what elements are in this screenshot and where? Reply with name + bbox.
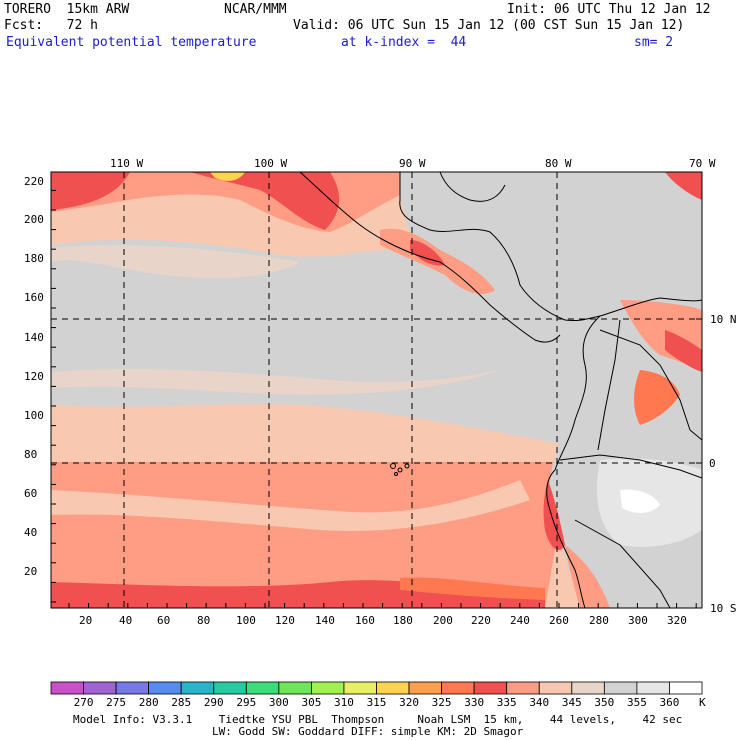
colorbar-label: 355 [626, 696, 647, 709]
colorbar-label: 360 [659, 696, 680, 709]
x-tick-label: 80 [197, 614, 211, 627]
level-label: at k-index = 44 [341, 35, 467, 50]
colorbar-label: 315 [366, 696, 387, 709]
valid-time: Valid: 06 UTC Sun 15 Jan 12 (00 CST Sun … [293, 18, 685, 33]
colorbar-label: 270 [73, 696, 94, 709]
lat-label-10n: 10 N [710, 313, 737, 326]
x-tick-label: 40 [119, 614, 133, 627]
colorbar-label: 305 [301, 696, 322, 709]
field-name: Equivalent potential temperature [6, 35, 257, 50]
colorbar-label: 345 [561, 696, 582, 709]
y-tick-label: 220 [24, 175, 44, 188]
lon-label-110w: 110 W [110, 157, 144, 170]
y-tick-label: 140 [24, 331, 44, 344]
colorbar-swatch [245, 681, 280, 695]
colorbar-label: 295 [236, 696, 257, 709]
colorbar-swatch [571, 681, 605, 695]
colorbar-swatch [603, 681, 638, 695]
x-tick-label: 160 [355, 614, 375, 627]
y-tick-label: 120 [24, 370, 44, 383]
colorbar-swatch [180, 681, 215, 695]
model-name: TORERO 15km ARW [4, 2, 130, 17]
x-tick-label: 200 [433, 614, 453, 627]
colorbar-swatch [343, 681, 377, 695]
colorbar-label: 350 [594, 696, 615, 709]
colorbar-swatch [310, 681, 345, 695]
y-tick-label: 180 [24, 252, 44, 265]
colorbar [50, 681, 703, 695]
lon-label-70w: 70 W [689, 157, 716, 170]
smoothing-label: sm= 2 [634, 35, 674, 50]
colorbar-swatch [441, 681, 475, 695]
colorbar-label: 320 [399, 696, 419, 709]
colorbar-swatch [473, 681, 508, 695]
colorbar-unit: K [699, 696, 706, 709]
colorbar-swatch [376, 681, 410, 695]
lon-label-100w: 100 W [254, 157, 288, 170]
x-tick-label: 260 [549, 614, 569, 627]
model-info: Model Info: V3.3.1 Tiedtke YSU PBL Thomp… [73, 713, 683, 726]
colorbar-label: 340 [529, 696, 550, 709]
y-tick-label: 40 [24, 526, 38, 539]
colorbar-swatch [669, 681, 703, 695]
x-tick-label: 140 [315, 614, 335, 627]
y-tick-label: 80 [24, 448, 38, 461]
colorbar-label: 275 [106, 696, 127, 709]
init-time: Init: 06 UTC Thu 12 Jan 12 [507, 2, 711, 17]
x-tick-label: 20 [79, 614, 93, 627]
colorbar-swatch [50, 681, 84, 695]
colorbar-swatch [278, 681, 312, 695]
x-tick-label: 240 [510, 614, 530, 627]
colorbar-swatch [148, 681, 182, 695]
y-tick-label: 20 [24, 565, 38, 578]
x-tick-label: 60 [157, 614, 171, 627]
y-tick-label: 100 [24, 409, 44, 422]
lon-label-90w: 90 W [399, 157, 426, 170]
colorbar-swatch [538, 681, 573, 695]
colorbar-swatch [83, 681, 117, 695]
x-tick-label: 120 [275, 614, 295, 627]
colorbar-label: 310 [334, 696, 354, 709]
x-tick-label: 280 [589, 614, 609, 627]
colorbar-label: 330 [464, 696, 485, 709]
colorbar-label: 290 [203, 696, 224, 709]
physics-info: LW: Godd SW: Goddard DIFF: simple KM: 2D… [212, 725, 524, 738]
colorbar-label: 285 [171, 696, 192, 709]
x-tick-label: 100 [236, 614, 256, 627]
forecast-hour: Fcst: 72 h [4, 18, 98, 33]
x-tick-label: 320 [667, 614, 687, 627]
lat-label-0: 0 [709, 457, 716, 470]
lat-label-10s: 10 S [710, 602, 737, 615]
x-tick-label: 300 [628, 614, 648, 627]
color-field [51, 172, 702, 608]
y-tick-label: 200 [24, 213, 44, 226]
coastlines [299, 172, 702, 608]
colorbar-swatch [115, 681, 150, 695]
lat-lon-grid [51, 172, 702, 608]
lon-label-80w: 80 W [545, 157, 572, 170]
y-tick-label: 60 [24, 487, 38, 500]
salmon-band [51, 462, 560, 608]
colorbar-label: 335 [496, 696, 517, 709]
plot-frame [50, 171, 703, 609]
organization: NCAR/MMM [224, 2, 287, 17]
colorbar-swatch [213, 681, 247, 695]
colorbar-swatch [506, 681, 540, 695]
colorbar-label: 325 [431, 696, 452, 709]
y-tick-label: 160 [24, 291, 44, 304]
x-tick-label: 180 [393, 614, 413, 627]
colorbar-swatch [408, 681, 442, 695]
colorbar-label: 280 [138, 696, 159, 709]
colorbar-label: 300 [268, 696, 289, 709]
x-tick-label: 220 [471, 614, 491, 627]
colorbar-swatch [636, 681, 670, 695]
